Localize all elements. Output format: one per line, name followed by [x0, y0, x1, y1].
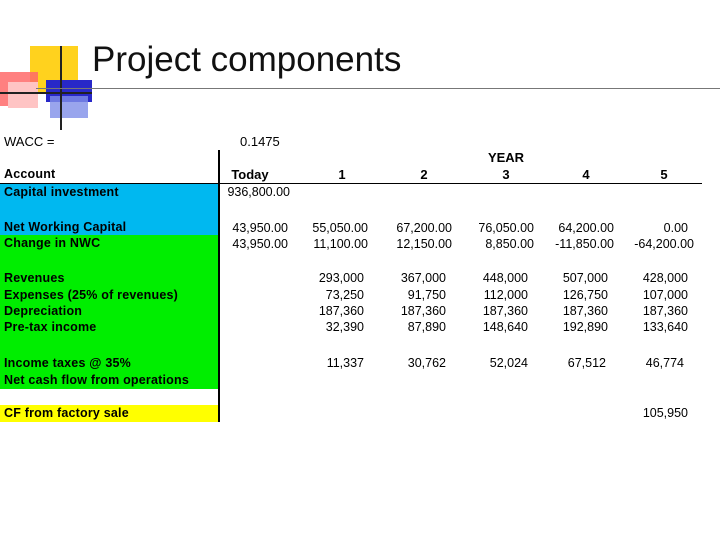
- col-header-4: 4: [582, 167, 590, 182]
- cell-expenses-4: 126,750: [562, 288, 608, 302]
- header-rule-right: [220, 183, 702, 184]
- yellow-band: [0, 405, 218, 422]
- col-header-5: 5: [660, 167, 668, 182]
- col-header-2: 2: [420, 167, 428, 182]
- row-label-change-in-nwc: Change in NWC: [4, 236, 101, 250]
- cell-pretax-1: 32,390: [325, 320, 364, 334]
- cell-nwc-today: 43,950.00: [232, 221, 288, 235]
- cell-nwc-3: 76,050.00: [478, 221, 534, 235]
- cell-depreciation-5: 187,360: [642, 304, 688, 318]
- cell-change-nwc-2: 12,150.00: [396, 237, 452, 251]
- cell-taxes-2: 30,762: [407, 356, 446, 370]
- col-header-1: 1: [338, 167, 346, 182]
- row-label-cf-factory-sale: CF from factory sale: [4, 406, 129, 420]
- decor-square-pink: [8, 82, 38, 108]
- green-band: [0, 235, 218, 389]
- cell-revenues-5: 428,000: [642, 271, 688, 285]
- cell-revenues-2: 367,000: [400, 271, 446, 285]
- header-band: [0, 166, 218, 183]
- cell-change-nwc-today: 43,950.00: [232, 237, 288, 251]
- wacc-value: 0.1475: [240, 134, 280, 149]
- account-header: Account: [4, 167, 56, 181]
- cell-revenues-4: 507,000: [562, 271, 608, 285]
- blue-band: [0, 183, 218, 235]
- cell-expenses-5: 107,000: [642, 288, 688, 302]
- cell-taxes-1: 11,337: [326, 356, 364, 370]
- cell-change-nwc-4: -11,850.00: [555, 237, 614, 251]
- row-label-pretax-income: Pre-tax income: [4, 320, 97, 334]
- cell-change-nwc-3: 8,850.00: [485, 237, 534, 251]
- row-label-income-taxes: Income taxes @ 35%: [4, 356, 131, 370]
- cell-depreciation-4: 187,360: [562, 304, 608, 318]
- cell-expenses-1: 73,250: [325, 288, 364, 302]
- slide-title: Project components: [92, 40, 402, 79]
- label-divider: [218, 150, 220, 422]
- cell-pretax-2: 87,890: [407, 320, 446, 334]
- row-label-revenues: Revenues: [4, 271, 65, 285]
- col-header-today: Today: [231, 167, 269, 182]
- title-underline: [36, 88, 720, 89]
- cell-nwc-4: 64,200.00: [558, 221, 614, 235]
- row-label-depreciation: Depreciation: [4, 304, 83, 318]
- cell-pretax-3: 148,640: [482, 320, 528, 334]
- cell-factory-sale-5: 105,950: [642, 406, 688, 420]
- cell-taxes-5: 46,774: [645, 356, 684, 370]
- row-label-net-working-capital: Net Working Capital: [4, 220, 127, 234]
- row-label-expenses: Expenses (25% of revenues): [4, 288, 179, 302]
- year-header: YEAR: [487, 150, 525, 165]
- header-rule-left: [0, 183, 218, 184]
- cell-taxes-3: 52,024: [489, 356, 528, 370]
- cell-depreciation-1: 187,360: [318, 304, 364, 318]
- cell-expenses-2: 91,750: [407, 288, 446, 302]
- cell-revenues-1: 293,000: [318, 271, 364, 285]
- cell-nwc-1: 55,050.00: [312, 221, 368, 235]
- wacc-label: WACC =: [4, 134, 55, 149]
- cell-depreciation-3: 187,360: [482, 304, 528, 318]
- cell-pretax-5: 133,640: [642, 320, 688, 334]
- cell-pretax-4: 192,890: [562, 320, 608, 334]
- decor-square-lightblue: [50, 96, 88, 118]
- cell-nwc-5: 0.00: [663, 221, 688, 235]
- cell-revenues-3: 448,000: [482, 271, 528, 285]
- cell-taxes-4: 67,512: [567, 356, 606, 370]
- col-header-3: 3: [502, 167, 510, 182]
- cell-capital-investment-today: 936,800.00: [227, 185, 290, 199]
- cell-expenses-3: 112,000: [483, 288, 528, 302]
- row-label-net-cash-flow: Net cash flow from operations: [4, 373, 189, 387]
- decor-horizontal-line: [0, 92, 92, 94]
- cell-depreciation-2: 187,360: [400, 304, 446, 318]
- cell-change-nwc-5: -64,200.00: [634, 237, 694, 251]
- cell-nwc-2: 67,200.00: [396, 221, 452, 235]
- cell-change-nwc-1: 11,100.00: [313, 237, 368, 251]
- row-label-capital-investment: Capital investment: [4, 185, 119, 199]
- spacer-band: [0, 389, 218, 405]
